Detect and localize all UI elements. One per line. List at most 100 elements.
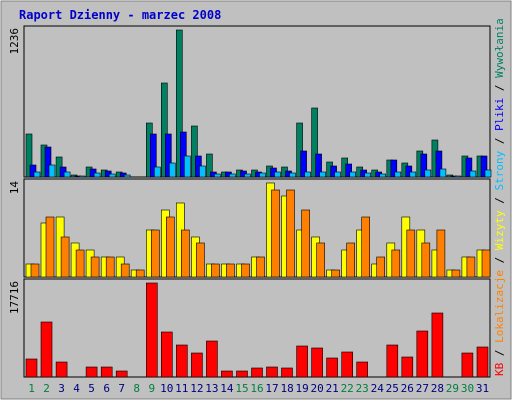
day-label-29: 29	[446, 382, 459, 395]
y-max-label: 17716	[8, 281, 21, 314]
bar-visits-2-day-24	[376, 256, 386, 278]
bar-kb-1-day-23	[356, 361, 369, 378]
bar-hits-1-day-20	[311, 107, 318, 178]
bar-visits-2-day-28	[436, 229, 446, 278]
bar-hits-2-day-30	[465, 157, 473, 178]
bar-kb-1-day-18	[281, 367, 293, 378]
day-axis-labels: 1 2 3 4 5 6 7 8 9 10 11 12 13 14 15 16 17 18 19 20 21 22 23 24 2…	[28, 382, 489, 395]
panel-visits: 14	[8, 178, 491, 278]
bar-visits-2-day-18	[286, 189, 295, 278]
bar-kb-1-day-25	[386, 344, 399, 378]
day-label-26: 26	[401, 382, 414, 395]
bar-visits-2-day-8	[135, 269, 145, 278]
day-label-6: 6	[103, 382, 110, 395]
bar-hits-3-day-11	[184, 155, 191, 178]
legend-1: Lokalizacje	[493, 270, 506, 343]
bar-visits-2-day-16	[256, 256, 265, 278]
bar-kb-1-day-31	[476, 346, 489, 378]
day-label-8: 8	[133, 382, 140, 395]
bar-hits-3-day-26	[409, 171, 417, 178]
day-label-19: 19	[295, 382, 308, 395]
bar-kb-1-day-22	[341, 351, 354, 378]
day-label-16: 16	[250, 382, 263, 395]
bar-kb-1-day-15	[236, 370, 248, 378]
bar-kb-1-day-5	[85, 366, 98, 378]
day-label-12: 12	[190, 382, 203, 395]
legend-sep: /	[493, 343, 506, 363]
day-label-13: 13	[205, 382, 218, 395]
bar-visits-2-day-26	[406, 229, 416, 278]
bar-hits-3-day-17	[274, 171, 281, 178]
bar-kb-1-day-14	[221, 370, 233, 378]
bar-hits-2-day-31	[480, 155, 488, 178]
legend-sep: /	[493, 250, 506, 270]
bar-hits-2-day-26	[405, 165, 413, 178]
day-label-3: 3	[58, 382, 65, 395]
bar-hits-2-day-27	[420, 153, 428, 178]
bar-hits-3-day-20	[319, 171, 326, 178]
day-label-1: 1	[28, 382, 35, 395]
day-label-9: 9	[148, 382, 155, 395]
bar-hits-2-day-28	[435, 150, 443, 178]
bar-kb-1-day-16	[251, 367, 263, 378]
chart-panels: 1236 14 17716	[8, 25, 492, 378]
bar-hits-3-day-2	[48, 164, 56, 178]
bar-hits-1-day-11	[176, 29, 183, 178]
bar-hits-2-day-11	[180, 131, 187, 178]
bar-hits-3-day-13	[214, 173, 221, 178]
y-max-label: 14	[8, 181, 21, 195]
bar-hits-3-day-15	[244, 173, 251, 178]
chart-title: Raport Dzienny - marzec 2008	[19, 8, 221, 22]
bar-hits-2-day-1	[29, 164, 37, 178]
day-label-31: 31	[476, 382, 489, 395]
bar-hits-3-day-12	[199, 165, 206, 178]
bar-hits-2-day-21	[330, 165, 337, 178]
bar-visits-2-day-13	[211, 263, 220, 278]
bar-kb-1-day-2	[40, 321, 53, 378]
bar-kb-1-day-1	[25, 358, 38, 378]
bar-hits-3-day-29	[454, 175, 462, 178]
bar-visits-2-day-4	[75, 249, 85, 278]
bar-hits-3-day-7	[123, 174, 131, 178]
day-label-24: 24	[371, 382, 385, 395]
day-label-11: 11	[175, 382, 188, 395]
bar-hits-3-day-16	[259, 172, 266, 178]
bar-hits-3-day-22	[349, 171, 357, 178]
bar-hits-2-day-22	[345, 163, 353, 178]
series-legend: KB / Lokalizacje / Wizyty / Strony / Pli…	[493, 18, 506, 376]
bar-kb-1-day-10	[161, 331, 173, 378]
legend-2: Wizyty	[493, 210, 506, 250]
day-label-30: 30	[461, 382, 474, 395]
bar-hits-3-day-3	[63, 171, 71, 178]
day-label-28: 28	[431, 382, 444, 395]
bar-hits-3-day-31	[484, 169, 492, 178]
day-label-20: 20	[310, 382, 323, 395]
bar-visits-2-day-6	[105, 256, 115, 278]
day-label-23: 23	[356, 382, 369, 395]
legend-4: Pliki	[493, 98, 506, 131]
bar-visits-2-day-27	[421, 242, 431, 278]
legend-5: Wywołania	[493, 18, 506, 78]
day-label-5: 5	[88, 382, 95, 395]
bar-hits-2-day-20	[315, 153, 322, 178]
bar-hits-2-day-9	[150, 133, 157, 178]
bar-visits-2-day-3	[60, 236, 70, 278]
bar-hits-1-day-13	[206, 153, 213, 178]
bar-hits-3-day-25	[394, 171, 402, 178]
bar-hits-3-day-5	[93, 172, 101, 178]
day-label-4: 4	[73, 382, 80, 395]
bar-kb-1-day-11	[176, 344, 188, 378]
bar-hits-1-day-12	[191, 125, 198, 178]
bar-hits-1-day-19	[296, 122, 303, 178]
day-label-17: 17	[265, 382, 278, 395]
bar-kb-1-day-17	[266, 366, 278, 378]
bar-hits-1-day-10	[161, 82, 168, 178]
bar-visits-2-day-10	[166, 216, 175, 278]
bar-hits-3-day-1	[33, 171, 41, 178]
bar-hits-1-day-1	[25, 133, 33, 178]
panel-frame	[23, 25, 491, 178]
bar-hits-3-day-24	[379, 173, 387, 178]
bar-hits-3-day-19	[304, 171, 311, 178]
bar-kb-1-day-6	[100, 366, 113, 378]
